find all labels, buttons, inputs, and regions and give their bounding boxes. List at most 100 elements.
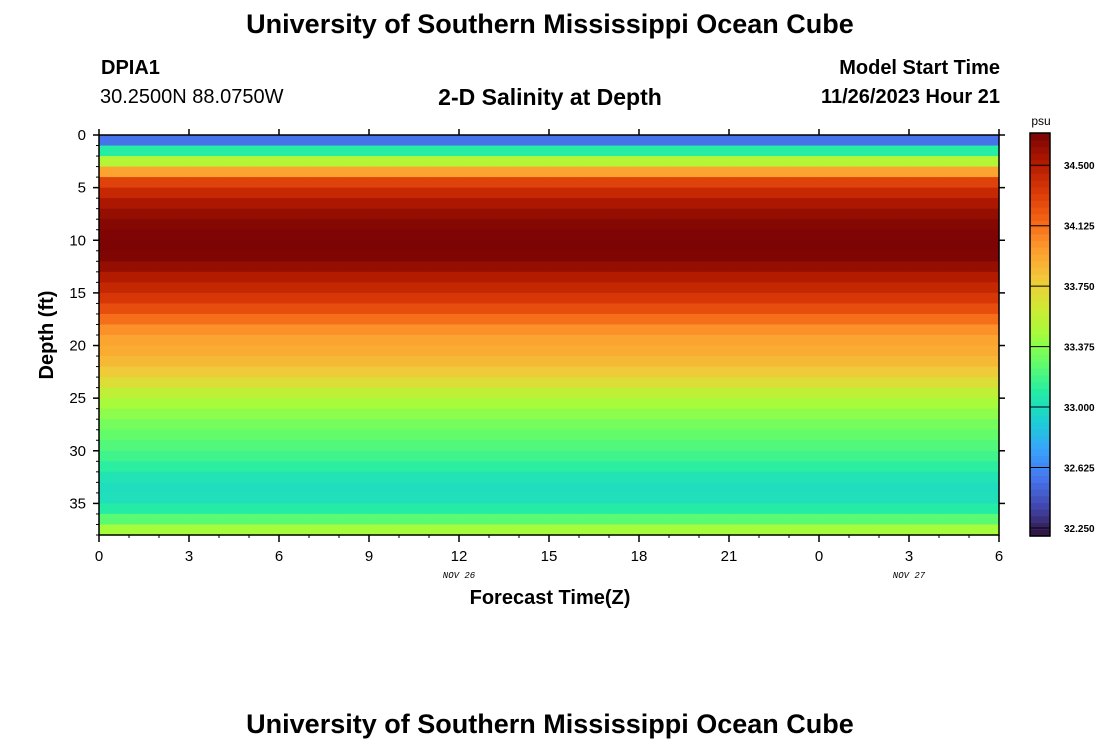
heatmap-cell [339,419,370,431]
heatmap-cell [969,156,1000,168]
heatmap-cell [729,240,760,252]
heatmap-cell [459,177,490,189]
heatmap-cell [279,145,310,157]
heatmap-cell [909,398,940,410]
heatmap-cell [339,503,370,515]
y-tick-label: 20 [69,338,86,355]
heatmap-cell [249,419,280,431]
heatmap-cell [369,429,400,441]
heatmap-cell [189,219,220,231]
heatmap-cell [399,450,430,462]
heatmap-cell [579,450,610,462]
heatmap-cell [609,356,640,368]
heatmap-cell [309,429,340,441]
heatmap-cell [129,513,160,526]
heatmap-cell [669,387,700,399]
heatmap-cell [459,303,490,315]
heatmap-cell [519,450,550,462]
heatmap-cell [339,177,370,189]
heatmap-cell [219,513,250,526]
heatmap-cell [579,503,610,515]
heatmap-cell [579,408,610,420]
heatmap-cell [339,166,370,178]
heatmap-cell [789,356,820,368]
colorbar-segment [1030,139,1050,148]
heatmap-cell [519,345,550,357]
heatmap-cell [939,145,970,157]
heatmap-cell [909,250,940,262]
heatmap-cell [429,240,460,252]
heatmap-cell [639,408,670,420]
heatmap-cell [489,250,520,262]
heatmap-cell [969,377,1000,389]
heatmap-cell [429,282,460,294]
heatmap-cell [219,145,250,157]
heatmap-cell [129,335,160,347]
heatmap-cell [939,513,970,526]
heatmap-cell [459,492,490,505]
heatmap-cell [549,292,580,305]
heatmap-cell [609,503,640,515]
heatmap-cell [399,440,430,452]
heatmap-cell [519,145,550,157]
heatmap-cell [549,492,580,505]
heatmap-cell [219,198,250,210]
colorbar-segment [1030,428,1050,436]
heatmap-cell [429,377,460,389]
heatmap-cell [819,282,850,294]
heatmap-cell [969,408,1000,420]
heatmap-cell [459,377,490,389]
heatmap-cell [489,366,520,378]
heatmap-cell [819,377,850,389]
heatmap-cell [219,419,250,431]
heatmap-cell [489,524,520,536]
heatmap-cell [99,513,130,526]
colorbar-segment [1030,314,1050,322]
heatmap-cell [699,166,730,178]
heatmap-cell [159,303,190,315]
heatmap-cell [159,524,190,536]
heatmap-cell [849,503,880,515]
heatmap-cell [609,261,640,273]
heatmap-cell [219,166,250,178]
x-tick-label: 12 [451,548,468,565]
heatmap-cell [99,461,130,473]
heatmap-cell [639,135,670,147]
heatmap-cell [219,471,250,483]
heatmap-cell [579,208,610,220]
heatmap-cell [909,503,940,515]
heatmap-cell [519,229,550,241]
heatmap-cell [309,292,340,305]
heatmap-cell [579,292,610,305]
heatmap-cell [939,313,970,326]
heatmap-cell [669,503,700,515]
x-tick-label: 0 [815,548,823,565]
heatmap-cell [939,229,970,241]
heatmap-cell [279,440,310,452]
heatmap-cell [879,450,910,462]
heatmap-cell [729,492,760,505]
heatmap-cell [699,345,730,357]
heatmap-cell [129,187,160,199]
heatmap-cell [879,377,910,389]
heatmap-cell [489,377,520,389]
heatmap-cell [819,366,850,378]
heatmap-cell [159,156,190,168]
heatmap-cell [129,503,160,515]
colorbar-tick-label: 32.250 [1064,524,1095,535]
heatmap-cell [759,313,790,326]
heatmap-cell [969,271,1000,283]
heatmap-cell [669,271,700,283]
heatmap-cell [309,282,340,294]
heatmap-cell [669,156,700,168]
heatmap-cell [309,345,340,357]
heatmap-cell [969,503,1000,515]
heatmap-cell [249,313,280,326]
heatmap-cell [639,313,670,326]
heatmap-cell [789,440,820,452]
heatmap-cell [159,471,190,483]
heatmap-cell [369,292,400,305]
heatmap-cell [159,429,190,441]
heatmap-cell [309,229,340,241]
heatmap-cell [819,335,850,347]
